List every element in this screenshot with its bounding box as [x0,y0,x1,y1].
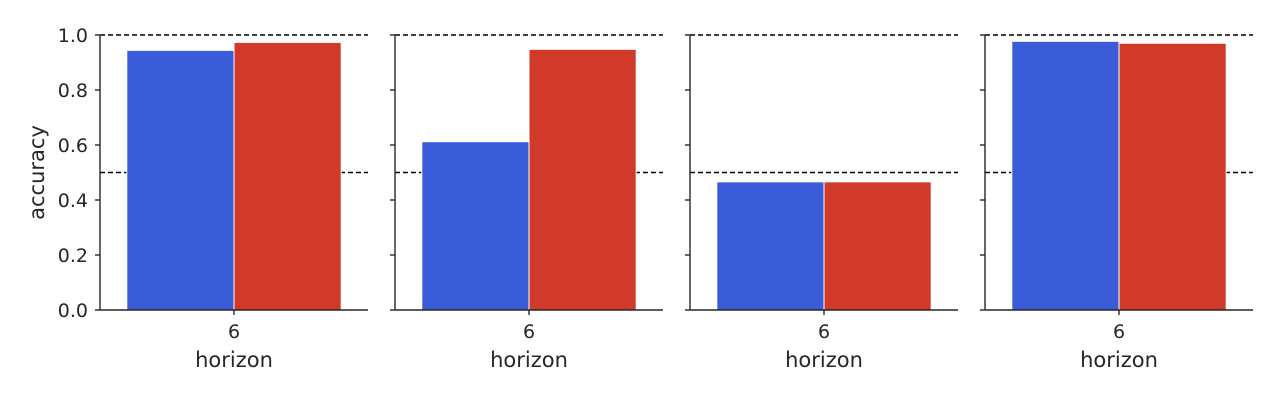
y-tick-label-0-2: 0.4 [58,190,88,212]
bar-panel3-series1-cat0 [1118,42,1227,311]
y-tick-label-0-4: 0.8 [58,80,88,102]
bar-panel2-series0-cat0 [716,181,825,311]
y-axis-label-0: accuracy [25,125,49,220]
x-tick-label-1-0: 6 [523,321,535,343]
x-axis-label-0: horizon [195,348,273,372]
bar-panel0-series0-cat0 [126,49,235,311]
x-tick-label-3-0: 6 [1113,321,1125,343]
y-tick-label-0-5: 1.0 [58,25,88,47]
x-tick-label-0-0: 6 [228,321,240,343]
x-axis-label-3: horizon [1080,348,1158,372]
x-axis-label-2: horizon [785,348,863,372]
y-tick-label-0-0: 0.0 [58,300,88,322]
bar-panel1-series0-cat0 [421,141,530,311]
x-tick-label-2-0: 6 [818,321,830,343]
bar-panel3-series0-cat0 [1011,40,1120,311]
bar-panel2-series1-cat0 [823,181,932,311]
x-axis-label-1: horizon [490,348,568,372]
y-tick-label-0-1: 0.2 [58,245,88,267]
bar-panel0-series1-cat0 [233,41,342,311]
y-tick-label-0-3: 0.6 [58,135,88,157]
bar-panel1-series1-cat0 [528,48,637,311]
